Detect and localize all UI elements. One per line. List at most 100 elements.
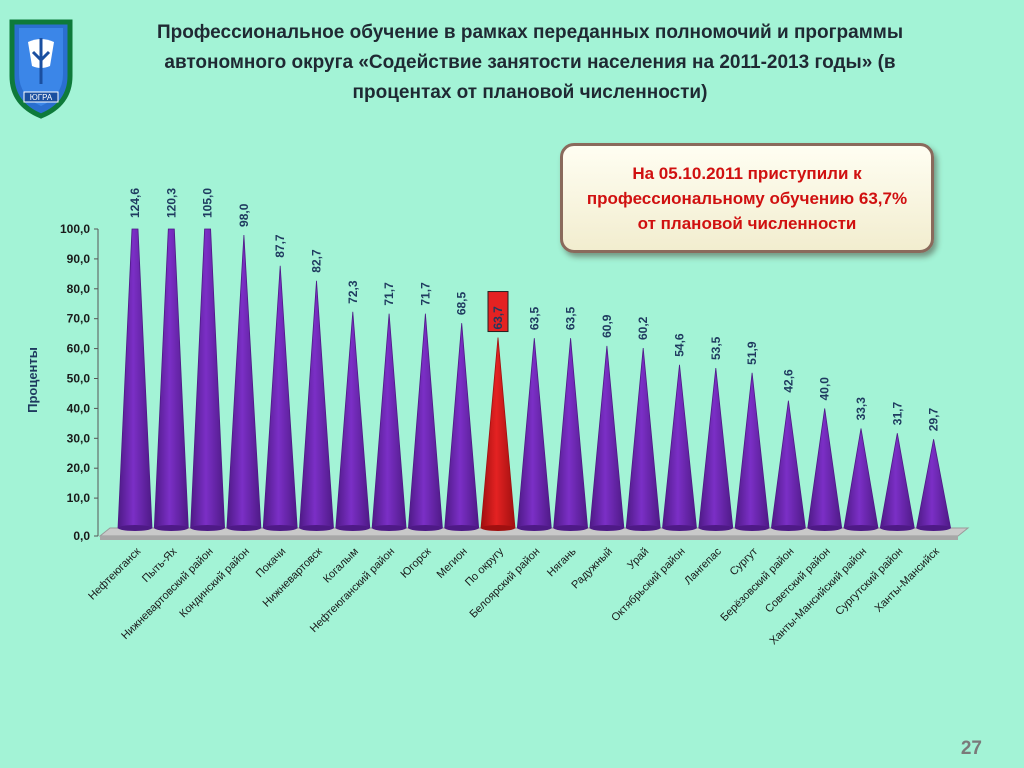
category-label-5: Покачи	[254, 546, 289, 581]
data-label-8: 71,7	[382, 282, 396, 306]
bar-base-11	[481, 525, 515, 531]
data-label-9: 71,7	[418, 282, 432, 306]
y-tick-label: 60,0	[67, 342, 91, 356]
bar-15	[625, 347, 661, 529]
bar-7	[335, 311, 371, 529]
category-label-16: Октябрьский район	[609, 546, 687, 624]
data-label-16: 54,6	[673, 333, 687, 357]
bar-2	[153, 228, 189, 529]
bar-18	[734, 372, 770, 529]
y-tick-label: 70,0	[67, 312, 91, 326]
data-label-18: 51,9	[745, 341, 759, 365]
bar-base-5	[263, 525, 298, 531]
bar-3	[190, 228, 226, 529]
y-axis-title: Проценты	[25, 347, 40, 413]
bar-base-20	[807, 525, 842, 531]
bar-19	[770, 400, 806, 529]
bar-base-21	[844, 525, 878, 531]
category-label-15: Урай	[625, 546, 651, 572]
category-label-4: Кондинский район	[177, 546, 252, 621]
y-tick-label: 0,0	[73, 529, 90, 543]
y-tick-label: 100,0	[60, 222, 90, 236]
bar-1	[117, 228, 153, 529]
bar-6	[299, 280, 334, 529]
bar-8	[371, 313, 407, 529]
bar-4	[226, 234, 262, 529]
category-label-9: Югорск	[399, 546, 434, 581]
slide-number: 27	[960, 738, 982, 759]
category-label-18: Сургут	[728, 546, 761, 579]
logo-text: ЮГРА	[30, 93, 53, 102]
data-label-20: 40,0	[818, 377, 832, 401]
bar-10	[444, 323, 480, 529]
category-label-22: Сургутский район	[833, 546, 905, 618]
data-label-11: 63,7	[491, 306, 505, 330]
category-label-17: Лангепас	[682, 545, 724, 587]
highlight-label-box	[487, 291, 509, 333]
chart-floor-edge	[100, 536, 958, 540]
bar-base-12	[517, 525, 552, 531]
data-label-13: 63,5	[564, 306, 578, 330]
category-label-1: Нефтеюганск	[86, 546, 143, 603]
bar-base-6	[299, 525, 334, 531]
data-label-6: 82,7	[310, 249, 324, 273]
bar-base-16	[662, 525, 697, 531]
bar-base-22	[880, 525, 915, 531]
data-label-17: 53,5	[709, 336, 723, 360]
slide-title: Профессиональное обучение в рамках перед…	[156, 22, 904, 103]
bar-11	[480, 337, 516, 529]
bar-base-2	[154, 525, 189, 531]
bar-9	[407, 313, 443, 529]
bar-base-15	[626, 525, 661, 531]
data-label-10: 68,5	[455, 292, 469, 316]
bar-base-1	[118, 525, 152, 531]
bar-13	[553, 338, 589, 529]
y-tick-label: 40,0	[67, 401, 91, 415]
bar-20	[807, 408, 843, 529]
data-label-15: 60,2	[636, 316, 650, 340]
data-label-4: 98,0	[237, 203, 251, 227]
bar-14	[589, 345, 625, 529]
bar-base-14	[589, 525, 624, 531]
y-tick-label: 10,0	[67, 491, 91, 505]
category-label-13: Нягань	[545, 545, 579, 579]
data-label-5: 87,7	[273, 234, 287, 258]
summary-callout: На 05.10.2011 приступили к профессиональ…	[560, 143, 934, 253]
coat-of-arms-logo: ЮГРА	[9, 19, 73, 119]
category-label-10: Мегион	[435, 546, 470, 581]
bar-base-23	[916, 525, 951, 531]
bar-base-18	[735, 525, 770, 531]
data-label-12: 63,5	[527, 306, 541, 330]
data-label-1: 124,6	[128, 188, 142, 218]
bar-16	[662, 364, 697, 529]
bar-base-4	[226, 525, 261, 531]
data-label-19: 42,6	[781, 369, 795, 393]
bar-base-7	[335, 525, 370, 531]
y-tick-label: 50,0	[67, 372, 91, 386]
y-tick-label: 30,0	[67, 431, 91, 445]
bar-base-17	[698, 525, 733, 531]
y-tick-label: 90,0	[67, 252, 91, 266]
data-label-22: 31,7	[890, 402, 904, 426]
bar-base-3	[190, 525, 225, 531]
data-label-7: 72,3	[346, 280, 360, 304]
bar-base-9	[408, 525, 443, 531]
data-label-14: 60,9	[600, 314, 614, 338]
data-label-3: 105,0	[201, 188, 215, 218]
bar-base-13	[553, 525, 588, 531]
y-tick-label: 80,0	[67, 282, 91, 296]
category-label-12: Белоярский район	[468, 546, 543, 621]
y-tick-label: 20,0	[67, 461, 91, 475]
bar-5	[262, 265, 298, 529]
bar-base-19	[771, 525, 806, 531]
bar-22	[879, 433, 915, 529]
data-label-2: 120,3	[164, 188, 178, 218]
bar-21	[843, 428, 879, 529]
callout-text: На 05.10.2011 приступили к профессиональ…	[586, 163, 908, 233]
category-label-23: Ханты-Мансийск	[873, 546, 942, 615]
data-label-23: 29,7	[927, 408, 941, 432]
bar-17	[698, 367, 734, 529]
bar-base-10	[444, 525, 479, 531]
bar-12	[516, 338, 552, 529]
